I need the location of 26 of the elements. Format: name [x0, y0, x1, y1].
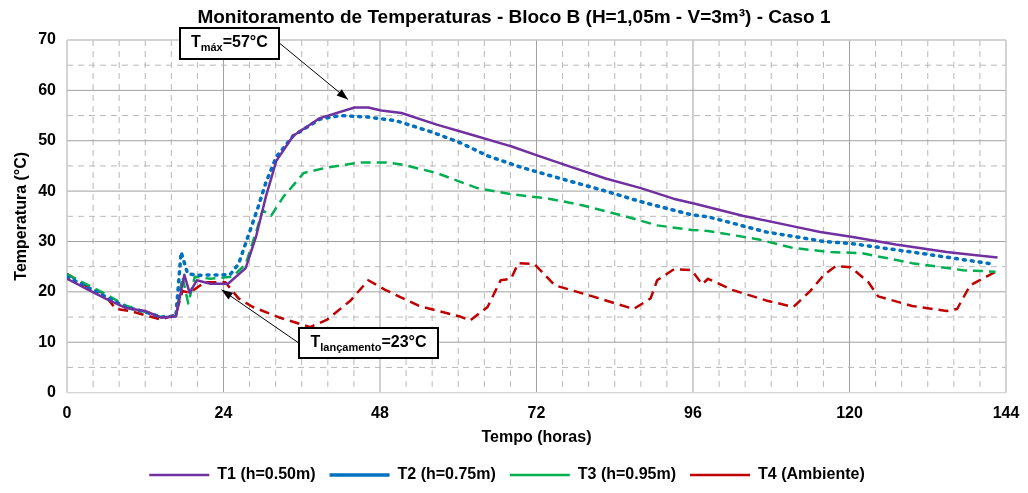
legend-label: T4 (Ambiente): [758, 465, 865, 483]
y-tick-label: 70: [38, 30, 57, 48]
y-tick-label: 30: [38, 231, 57, 249]
y-axis-title: Temperatura (°C): [12, 151, 30, 281]
y-tick-label: 40: [38, 181, 57, 199]
x-tick-label: 120: [836, 403, 863, 421]
annotation: T$_{máx}$=57°C: [178, 27, 280, 60]
legend-label: T2 (h=0.75m): [397, 465, 496, 483]
line-series: [67, 261, 997, 329]
y-tick-label: 60: [38, 80, 57, 98]
annotation: T$_{lançamento}$=23°C: [298, 326, 439, 359]
y-tick-label: 20: [38, 282, 57, 300]
legend-label: T1 (h=0.50m): [217, 465, 316, 483]
legend-label: T3 (h=0.95m): [577, 465, 677, 483]
y-tick-label: 10: [38, 332, 57, 350]
y-tick-label: 50: [38, 131, 57, 149]
x-tick-label: 72: [527, 403, 546, 421]
x-tick-label: 48: [371, 403, 389, 421]
line-series: [67, 161, 997, 319]
y-tick-label: 0: [47, 383, 57, 401]
x-tick-label: 96: [684, 403, 702, 421]
x-tick-label: 24: [214, 403, 233, 421]
x-axis-title: Tempo (horas): [481, 427, 592, 445]
x-tick-label: 0: [62, 403, 72, 421]
x-tick-label: 144: [992, 403, 1020, 421]
chart-title: Monitoramento de Temperaturas - Bloco B (H=1,05m - V=3m³) - Caso 1: [196, 6, 832, 28]
